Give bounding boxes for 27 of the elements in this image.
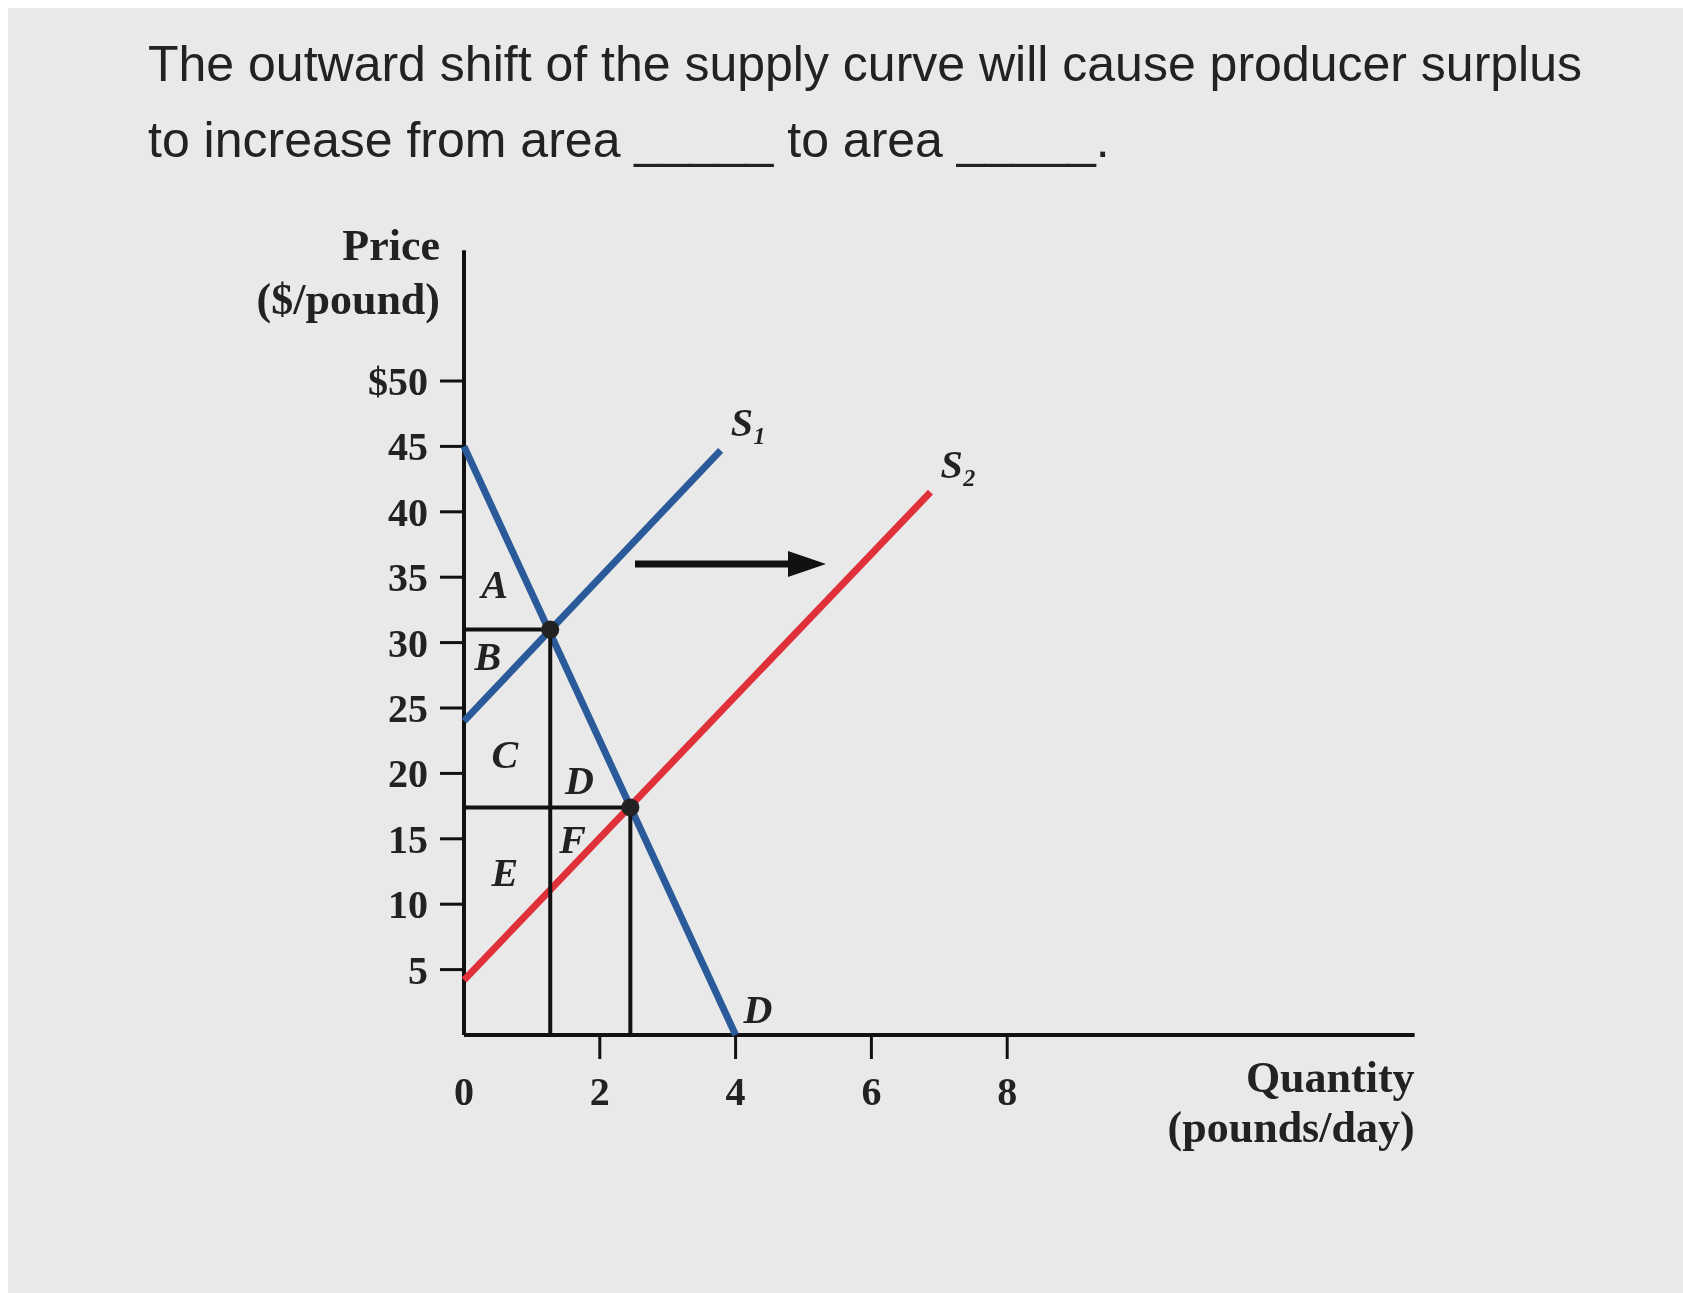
x-axis-title: Quantity (pounds/day) xyxy=(1167,1053,1415,1152)
annotation: F xyxy=(558,816,587,862)
x-tick-label: 6 xyxy=(861,1069,882,1114)
y-tick-label: 15 xyxy=(388,816,428,862)
series-label: S₂ xyxy=(940,442,977,488)
series-label: S₁ xyxy=(730,400,767,446)
y-tick-label: 30 xyxy=(388,620,428,666)
x-tick-label: 8 xyxy=(997,1069,1018,1114)
x-tick-label: 0 xyxy=(454,1069,474,1114)
y-tick-label: 35 xyxy=(388,555,428,601)
y-tick-label: 20 xyxy=(388,751,428,797)
annotation: D xyxy=(563,757,594,803)
chart-title: The outward shift of the supply curve will cause producer surplus to increase from area _____ to area _____. xyxy=(148,35,1584,170)
y-tick-label: 5 xyxy=(408,947,428,993)
annotation: B xyxy=(473,633,502,679)
y-tick-label: $50 xyxy=(368,359,428,404)
x-tick-label: 2 xyxy=(589,1069,610,1114)
y-tick-label: 40 xyxy=(388,489,428,535)
y-tick-label: 25 xyxy=(388,686,428,731)
y-tick-label: 10 xyxy=(388,882,428,928)
x-tick-label: 4 xyxy=(725,1069,746,1114)
annotation: C xyxy=(491,731,520,777)
series-label: D xyxy=(742,987,773,1032)
annotation: E xyxy=(490,849,519,895)
annotation: A xyxy=(478,561,508,607)
y-axis-title: Price ($/pound) xyxy=(256,221,440,324)
y-tick-label: 45 xyxy=(388,424,428,470)
